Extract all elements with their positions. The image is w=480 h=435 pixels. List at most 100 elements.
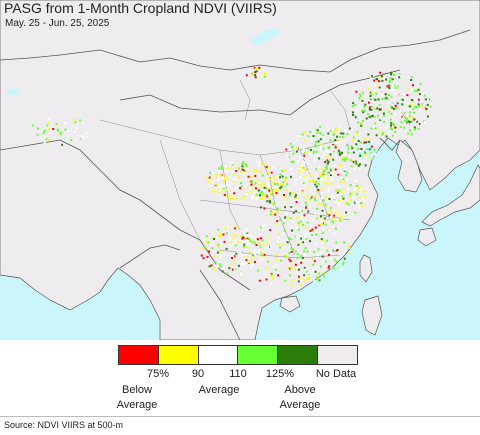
taiwan-island <box>359 254 373 283</box>
ndvi-pixel <box>310 136 313 139</box>
ndvi-pixel <box>325 150 328 153</box>
ndvi-pixel <box>429 105 432 108</box>
ndvi-pixel <box>233 173 236 176</box>
ndvi-pixel <box>306 221 309 224</box>
ndvi-pixel <box>305 178 308 181</box>
ndvi-pixel <box>368 140 371 143</box>
ndvi-pixel <box>298 169 301 172</box>
legend-tick-no-data: No Data <box>315 368 357 380</box>
ndvi-pixel <box>327 146 330 149</box>
ndvi-pixel <box>255 187 257 190</box>
ndvi-pixel <box>339 140 342 143</box>
ndvi-pixel <box>334 146 337 149</box>
ndvi-pixel <box>261 228 264 231</box>
map-title: PASG from 1-Month Cropland NDVI (VIIRS) <box>4 0 277 16</box>
ndvi-pixel <box>399 109 402 112</box>
ndvi-pixel <box>413 126 416 129</box>
ndvi-pixel <box>297 243 300 246</box>
ndvi-pixel <box>409 105 412 108</box>
ndvi-pixel <box>299 272 302 275</box>
ndvi-pixel <box>321 239 324 242</box>
ndvi-pixel <box>329 151 332 153</box>
ndvi-pixel <box>300 255 303 258</box>
ndvi-pixel <box>370 77 373 80</box>
ndvi-pixel <box>303 214 306 217</box>
ndvi-pixel <box>268 177 271 180</box>
ndvi-pixel <box>333 130 336 133</box>
ndvi-pixel <box>394 113 397 116</box>
ndvi-pixel <box>308 194 311 197</box>
ndvi-pixel <box>276 180 279 183</box>
ndvi-pixel <box>257 227 260 230</box>
ndvi-pixel <box>243 243 246 246</box>
ndvi-pixel <box>56 128 59 131</box>
ndvi-pixel <box>410 133 413 136</box>
ndvi-pixel <box>209 242 212 245</box>
ndvi-pixel <box>339 219 342 222</box>
ndvi-pixel <box>334 155 337 158</box>
ndvi-pixel <box>403 119 406 122</box>
ndvi-pixel <box>324 203 327 206</box>
ndvi-pixel <box>225 232 228 235</box>
ndvi-pixel <box>342 191 345 194</box>
ndvi-pixel <box>297 228 300 231</box>
ndvi-pixel <box>281 175 284 178</box>
ndvi-pixel <box>312 178 315 181</box>
ndvi-pixel <box>350 145 353 148</box>
ndvi-pixel <box>375 134 378 137</box>
ndvi-pixel <box>242 236 245 239</box>
ndvi-pixel <box>407 76 410 79</box>
ndvi-pixel <box>314 145 317 148</box>
map-canvas <box>0 0 480 340</box>
ndvi-pixel <box>269 229 272 231</box>
ndvi-pixel <box>247 175 250 178</box>
ndvi-pixel <box>327 189 330 192</box>
ndvi-pixel <box>216 173 218 176</box>
ndvi-pixel <box>284 216 287 219</box>
ndvi-pixel <box>323 176 326 178</box>
ndvi-pixel <box>315 185 318 188</box>
ndvi-pixel <box>294 250 297 253</box>
ndvi-pixel <box>294 248 296 251</box>
ndvi-pixel <box>321 155 324 158</box>
ndvi-pixel <box>286 183 289 186</box>
ndvi-pixel <box>244 262 247 265</box>
ndvi-pixel <box>316 131 319 134</box>
ndvi-pixel <box>219 232 222 235</box>
ndvi-pixel <box>240 272 242 275</box>
ndvi-pixel <box>291 208 294 211</box>
ndvi-pixel <box>407 118 410 120</box>
ndvi-pixel <box>313 251 315 253</box>
ndvi-pixel <box>291 191 294 194</box>
ndvi-pixel <box>285 148 288 151</box>
ndvi-pixel <box>234 239 237 242</box>
ndvi-pixel <box>291 146 294 149</box>
ndvi-pixel <box>283 169 286 172</box>
ndvi-pixel <box>407 91 410 94</box>
ndvi-pixel <box>242 241 244 244</box>
ndvi-pixel <box>350 191 353 194</box>
ndvi-pixel <box>227 195 230 198</box>
ndvi-pixel <box>396 85 399 88</box>
ndvi-pixel <box>417 88 420 91</box>
ndvi-pixel <box>350 199 352 202</box>
ndvi-pixel <box>246 186 249 189</box>
ndvi-pixel <box>352 196 355 198</box>
ndvi-pixel <box>351 166 354 169</box>
ndvi-pixel <box>261 239 264 242</box>
ndvi-pixel <box>238 172 240 175</box>
ndvi-pixel <box>313 260 316 263</box>
ndvi-pixel <box>341 217 344 220</box>
ndvi-pixel <box>342 132 345 135</box>
ndvi-pixel <box>361 91 364 94</box>
ndvi-pixel <box>359 95 362 98</box>
ndvi-pixel <box>271 166 274 169</box>
ndvi-pixel <box>240 235 243 238</box>
ndvi-pixel <box>217 228 220 231</box>
ndvi-pixel <box>259 191 262 194</box>
ndvi-pixel <box>263 181 266 184</box>
ndvi-pixel <box>306 277 308 279</box>
ndvi-pixel <box>74 130 76 133</box>
ndvi-pixel <box>240 254 243 256</box>
ndvi-pixel <box>290 175 292 178</box>
